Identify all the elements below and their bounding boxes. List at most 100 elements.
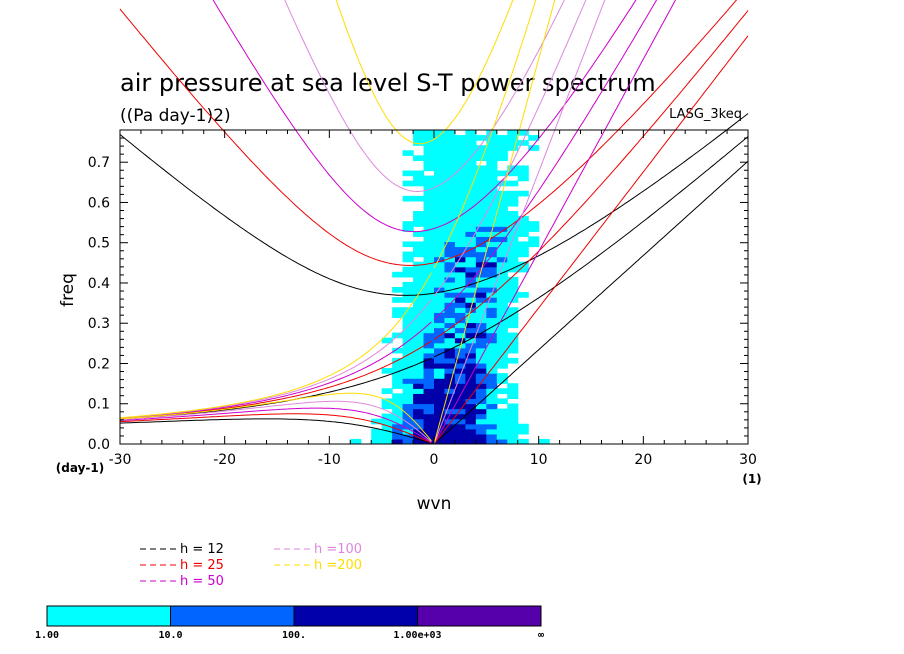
spectral-cell (434, 216, 446, 222)
spectral-cell (444, 241, 456, 248)
spectral-cell (528, 236, 540, 243)
spectral-cell (496, 216, 508, 222)
spectral-cell (486, 271, 498, 278)
spectral-cell (444, 216, 456, 222)
spectral-cell (454, 190, 466, 197)
spectral-cell (465, 433, 477, 440)
spectral-cell (507, 281, 519, 288)
spectral-cell (454, 302, 466, 308)
spectral-cell (392, 383, 404, 389)
legend-label: h =200 (314, 558, 362, 573)
spectral-cell (444, 408, 456, 415)
spectral-cell (486, 251, 498, 258)
spectral-cell (413, 403, 425, 410)
spectral-cell (475, 373, 487, 379)
spectral-cell (402, 337, 414, 344)
spectral-cell (496, 302, 508, 308)
spectral-cell (486, 362, 498, 369)
dispersion-curve-h25 (119, 413, 432, 444)
spectral-cell (444, 393, 456, 400)
spectral-cell (475, 216, 487, 222)
spectral-cell (486, 165, 498, 172)
spectral-cell (454, 297, 466, 303)
spectral-cell (496, 292, 508, 298)
spectral-cell (413, 373, 425, 379)
spectral-cell (444, 357, 456, 364)
spectral-cell (434, 246, 446, 253)
spectral-cell (486, 246, 498, 253)
spectral-cell (434, 368, 446, 374)
spectral-cell (496, 200, 508, 207)
spectral-cell (507, 357, 519, 364)
spectral-cell (486, 413, 498, 420)
spectral-cell (402, 256, 414, 263)
spectral-cell (423, 322, 435, 329)
spectral-cell (465, 383, 477, 389)
spectral-cell (423, 135, 435, 141)
spectral-cell (454, 170, 466, 177)
spectral-cell (475, 211, 487, 217)
spectral-cell (402, 383, 414, 389)
spectral-cell (486, 388, 498, 394)
spectral-cell (517, 261, 529, 268)
legend-label: h = 25 (180, 558, 224, 573)
spectral-cell (486, 398, 498, 405)
y-tick-label: 0.6 (88, 195, 110, 211)
spectral-cell (475, 423, 487, 430)
y-tick-label: 0.2 (88, 356, 110, 372)
spectral-cell (402, 352, 414, 359)
spectral-cell (444, 160, 456, 167)
spectral-cell (423, 317, 435, 324)
spectral-cell (465, 155, 477, 161)
spectral-cell (402, 347, 414, 354)
spectral-cell (475, 322, 487, 329)
spectral-cell (465, 438, 477, 444)
spectral-cell (496, 388, 508, 394)
spectral-cell (413, 195, 425, 202)
spectral-cell (444, 388, 456, 394)
spectral-cell (507, 388, 519, 394)
spectral-cell (475, 352, 487, 359)
spectral-cell (465, 378, 477, 384)
spectral-cell (475, 150, 487, 156)
spectral-cell (486, 332, 498, 339)
spectral-cell (486, 140, 498, 146)
spectral-cell (465, 312, 477, 318)
spectral-cell (465, 200, 477, 207)
spectral-cell (444, 231, 456, 237)
spectral-cell (434, 297, 446, 303)
colorbar: 1.00 10.0 100. 1.00e+03 ∞ (35, 605, 544, 641)
spectral-cell (496, 226, 508, 232)
spectral-cell (392, 398, 404, 405)
spectral-cell (423, 226, 435, 232)
y-tick-label: 0.5 (88, 236, 110, 252)
spectral-cell (486, 261, 498, 268)
spectral-cell (454, 403, 466, 410)
spectral-cell (444, 378, 456, 384)
spectral-cell (423, 150, 435, 156)
spectral-cell (465, 276, 477, 283)
spectral-cell (454, 347, 466, 354)
spectral-cell (444, 337, 456, 344)
spectral-cell (475, 368, 487, 374)
spectral-cell (402, 373, 414, 379)
spectral-cell (465, 160, 477, 167)
dispersion-curve-h50 (433, 0, 658, 320)
spectral-cell (444, 170, 456, 177)
spectral-cell (475, 195, 487, 202)
spectral-cell (402, 266, 414, 273)
spectral-cell (444, 276, 456, 283)
spectral-cell (402, 312, 414, 318)
spectral-cell (402, 418, 414, 425)
spectral-cell (413, 211, 425, 217)
spectral-cell (413, 251, 425, 258)
spectral-cell (454, 438, 466, 444)
spectral-cell (496, 398, 508, 405)
spectral-cell (465, 271, 477, 278)
spectral-cell (434, 160, 446, 167)
y-tick-label: 0.1 (88, 397, 110, 413)
spectral-cell (486, 337, 498, 344)
spectral-cell (517, 428, 529, 435)
x-tick-label: -10 (318, 452, 341, 468)
spectral-cell (413, 388, 425, 394)
